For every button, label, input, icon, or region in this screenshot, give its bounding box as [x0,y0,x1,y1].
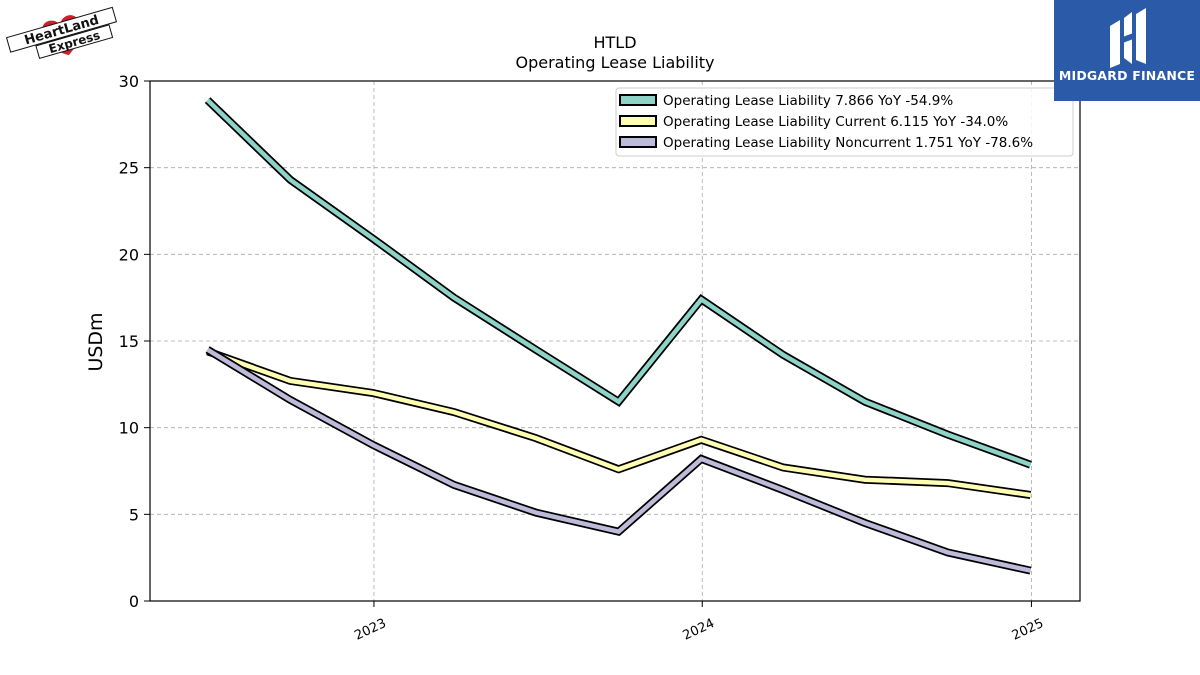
legend-item: Operating Lease Liability Noncurrent 1.7… [619,135,1033,151]
midgard-emblem-icon [1110,8,1146,68]
brand-name: MIDGARD FINANCE [1058,68,1196,83]
chart-title: HTLD [593,33,636,52]
y-tick-label: 30 [119,72,139,91]
x-tick-label: 2024 [681,616,717,644]
series-3 [205,346,1032,575]
chart-subtitle: Operating Lease Liability [515,53,714,72]
series-line [206,347,1031,573]
series-line [206,349,1031,498]
legend-label: Operating Lease Liability 7.866 YoY -54.… [663,93,953,109]
y-tick-label: 25 [119,159,139,178]
series-line [206,98,1032,467]
y-tick-label: 5 [129,505,139,524]
x-tick-label: 2023 [352,616,388,644]
legend-label: Operating Lease Liability Current 6.115 … [663,114,1008,130]
legend-box [615,87,1074,157]
x-axis-ticks: 2023 2024 2025 [352,601,1046,644]
midgard-finance-logo: MIDGARD FINANCE [1054,0,1200,101]
heartland-express-logo: HeartLand Express [4,6,122,64]
y-tick-label: 20 [119,245,139,264]
legend-swatch [619,115,657,127]
y-axis-ticks: 0 5 10 15 20 25 30 [119,72,150,611]
grid-lines [150,80,1080,602]
legend-item: Operating Lease Liability 7.866 YoY -54.… [619,93,953,109]
legend-item: Operating Lease Liability Current 6.115 … [619,114,1008,130]
series-1 [204,97,1032,469]
y-tick-label: 10 [119,419,139,438]
legend-swatch [619,136,657,148]
y-tick-label: 15 [119,332,139,351]
series-2 [206,347,1032,499]
x-tick-label: 2025 [1010,616,1046,644]
legend: Operating Lease Liability 7.866 YoY -54.… [615,87,1074,157]
legend-label: Operating Lease Liability Noncurrent 1.7… [663,135,1033,151]
series-lines [204,97,1032,575]
y-tick-label: 0 [129,592,139,611]
legend-swatch [619,94,657,106]
y-axis-label: USDm [85,312,107,371]
